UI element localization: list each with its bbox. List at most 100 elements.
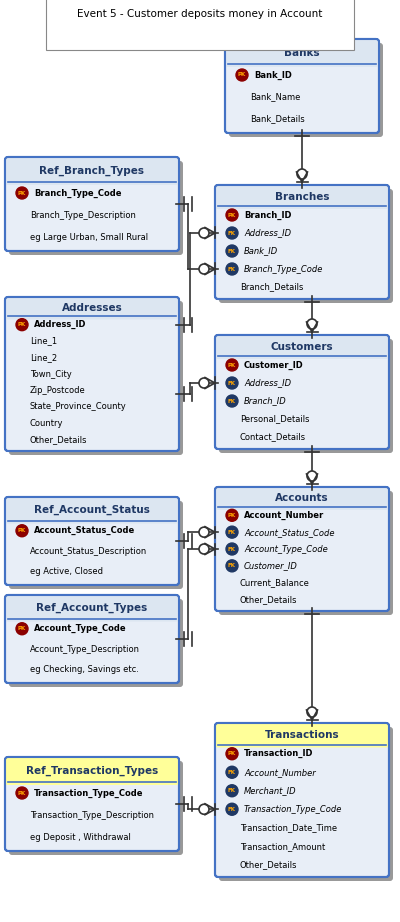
Text: Bank_ID: Bank_ID bbox=[244, 246, 278, 255]
Text: PK: PK bbox=[228, 362, 236, 368]
Text: PK: PK bbox=[228, 513, 236, 518]
FancyBboxPatch shape bbox=[215, 185, 389, 209]
Text: Customer_ID: Customer_ID bbox=[244, 561, 298, 571]
Circle shape bbox=[226, 359, 238, 371]
Text: Branches: Branches bbox=[275, 192, 329, 202]
Text: PK: PK bbox=[18, 528, 26, 533]
Text: Bank_Details: Bank_Details bbox=[250, 114, 305, 124]
Text: FK: FK bbox=[228, 230, 236, 235]
Circle shape bbox=[226, 748, 238, 760]
Circle shape bbox=[199, 378, 209, 388]
Text: Branch_Type_Code: Branch_Type_Code bbox=[34, 188, 122, 197]
Text: Bank_Name: Bank_Name bbox=[250, 92, 300, 101]
Text: FK: FK bbox=[228, 547, 236, 551]
Text: Transactions: Transactions bbox=[265, 730, 339, 740]
Circle shape bbox=[236, 69, 248, 81]
Circle shape bbox=[16, 187, 28, 199]
Text: FK: FK bbox=[228, 788, 236, 793]
FancyBboxPatch shape bbox=[219, 491, 393, 615]
Text: Account_Status_Description: Account_Status_Description bbox=[30, 547, 147, 556]
Text: Account_Number: Account_Number bbox=[244, 511, 324, 520]
Circle shape bbox=[199, 527, 209, 538]
FancyBboxPatch shape bbox=[9, 761, 183, 855]
Text: Account_Number: Account_Number bbox=[244, 768, 316, 776]
Text: Address_ID: Address_ID bbox=[34, 320, 86, 329]
FancyBboxPatch shape bbox=[215, 335, 389, 449]
Text: Address_ID: Address_ID bbox=[244, 229, 291, 238]
Text: Banks: Banks bbox=[284, 48, 320, 58]
Text: Other_Details: Other_Details bbox=[240, 860, 298, 869]
FancyBboxPatch shape bbox=[9, 501, 183, 589]
FancyBboxPatch shape bbox=[215, 185, 389, 299]
Circle shape bbox=[226, 245, 238, 257]
FancyBboxPatch shape bbox=[9, 301, 183, 455]
Text: Other_Details: Other_Details bbox=[30, 435, 88, 444]
Circle shape bbox=[226, 395, 238, 407]
Text: FK: FK bbox=[228, 249, 236, 254]
Text: Transaction_Amount: Transaction_Amount bbox=[240, 842, 325, 851]
FancyBboxPatch shape bbox=[225, 39, 379, 133]
Text: Ref_Branch_Types: Ref_Branch_Types bbox=[40, 166, 144, 176]
Circle shape bbox=[199, 804, 209, 814]
FancyBboxPatch shape bbox=[219, 727, 393, 881]
Circle shape bbox=[226, 766, 238, 778]
Circle shape bbox=[16, 319, 28, 331]
Text: FK: FK bbox=[228, 398, 236, 404]
FancyBboxPatch shape bbox=[5, 595, 179, 683]
Circle shape bbox=[226, 263, 238, 275]
FancyBboxPatch shape bbox=[5, 595, 179, 621]
Text: PK: PK bbox=[228, 751, 236, 756]
Text: Event 5 - Customer deposits money in Account: Event 5 - Customer deposits money in Acc… bbox=[77, 9, 323, 19]
Circle shape bbox=[297, 169, 307, 179]
Text: Address_ID: Address_ID bbox=[244, 379, 291, 387]
Text: Transaction_Type_Description: Transaction_Type_Description bbox=[30, 810, 154, 820]
Text: PK: PK bbox=[18, 322, 26, 327]
Text: Branch_Details: Branch_Details bbox=[240, 282, 303, 291]
FancyBboxPatch shape bbox=[219, 339, 393, 453]
Text: PK: PK bbox=[18, 191, 26, 195]
Circle shape bbox=[199, 544, 209, 554]
Circle shape bbox=[226, 560, 238, 572]
FancyBboxPatch shape bbox=[5, 297, 179, 319]
Text: Customer_ID: Customer_ID bbox=[244, 361, 304, 370]
Text: Personal_Details: Personal_Details bbox=[240, 415, 310, 423]
FancyBboxPatch shape bbox=[215, 723, 389, 748]
Text: Branch_ID: Branch_ID bbox=[244, 396, 287, 406]
Text: PK: PK bbox=[18, 626, 26, 632]
FancyBboxPatch shape bbox=[5, 497, 179, 524]
FancyBboxPatch shape bbox=[219, 189, 393, 303]
Circle shape bbox=[226, 543, 238, 555]
Text: Merchant_ID: Merchant_ID bbox=[244, 786, 297, 796]
Text: Account_Status_Code: Account_Status_Code bbox=[244, 527, 334, 537]
Text: State_Province_County: State_Province_County bbox=[30, 402, 127, 411]
FancyBboxPatch shape bbox=[225, 39, 379, 67]
Circle shape bbox=[226, 227, 238, 239]
Text: FK: FK bbox=[228, 529, 236, 535]
Text: Branch_Type_Description: Branch_Type_Description bbox=[30, 210, 136, 219]
Text: Line_1: Line_1 bbox=[30, 337, 57, 346]
Circle shape bbox=[307, 471, 317, 481]
Text: Account_Type_Code: Account_Type_Code bbox=[34, 624, 127, 633]
FancyBboxPatch shape bbox=[9, 161, 183, 255]
Text: PK: PK bbox=[18, 790, 26, 796]
Text: eg Active, Closed: eg Active, Closed bbox=[30, 567, 103, 576]
Text: PK: PK bbox=[228, 212, 236, 218]
Circle shape bbox=[226, 526, 238, 538]
Circle shape bbox=[307, 319, 317, 329]
Text: Current_Balance: Current_Balance bbox=[240, 578, 310, 587]
Text: Town_City: Town_City bbox=[30, 370, 72, 379]
FancyBboxPatch shape bbox=[215, 335, 389, 359]
FancyBboxPatch shape bbox=[229, 43, 383, 137]
Text: eg Deposit , Withdrawal: eg Deposit , Withdrawal bbox=[30, 833, 131, 842]
Text: Line_2: Line_2 bbox=[30, 353, 57, 362]
Text: Transaction_ID: Transaction_ID bbox=[244, 750, 314, 758]
Circle shape bbox=[16, 622, 28, 634]
Text: Transaction_Date_Time: Transaction_Date_Time bbox=[240, 823, 337, 833]
Circle shape bbox=[307, 707, 317, 717]
Text: Bank_ID: Bank_ID bbox=[254, 70, 292, 79]
Text: Branch_Type_Code: Branch_Type_Code bbox=[244, 265, 323, 274]
Text: Transaction_Type_Code: Transaction_Type_Code bbox=[34, 788, 144, 798]
Text: eg Checking, Savings etc.: eg Checking, Savings etc. bbox=[30, 666, 139, 674]
FancyBboxPatch shape bbox=[9, 599, 183, 687]
Circle shape bbox=[226, 509, 238, 521]
